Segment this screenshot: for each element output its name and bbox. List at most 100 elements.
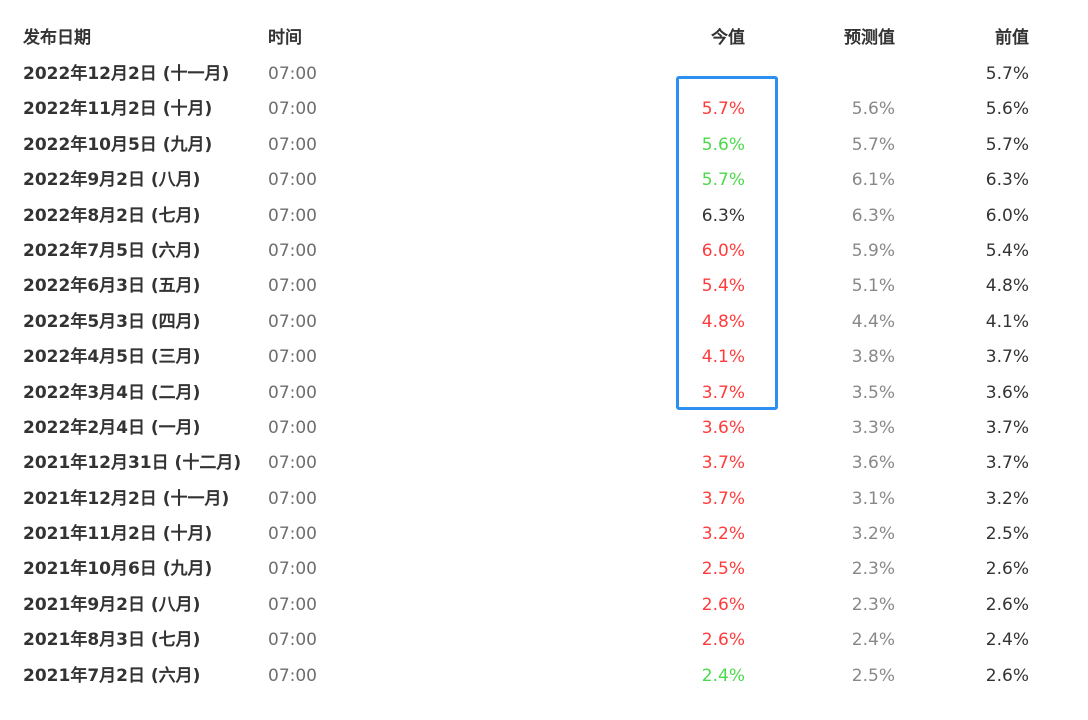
row-previous-value: 3.2%	[985, 488, 1029, 509]
row-actual-value: 6.0%	[701, 240, 745, 261]
row-date: 2021年12月31日 (十二月)	[23, 453, 242, 474]
row-time: 07:00	[268, 240, 317, 261]
table-body: 2022年12月2日 (十一月) 07:00 5.7% 2022年11月2日 (十月)…	[0, 57, 1088, 694]
table-row[interactable]: 2022年6月3日 (五月) 07:00 5.4% 5.1% 4.8%	[0, 269, 1088, 304]
row-previous-value: 3.7%	[985, 347, 1029, 368]
row-forecast-value: 5.6%	[851, 99, 895, 120]
row-time: 07:00	[268, 134, 317, 155]
row-previous-value: 3.7%	[985, 417, 1029, 438]
row-time: 07:00	[268, 594, 317, 615]
row-forecast-value: 3.1%	[851, 488, 895, 509]
header-time[interactable]: 时间	[268, 28, 302, 48]
row-previous-value: 6.3%	[985, 170, 1029, 191]
row-time: 07:00	[268, 276, 317, 297]
header-previous[interactable]: 前值	[995, 28, 1029, 48]
row-forecast-value: 3.8%	[851, 347, 895, 368]
table-row[interactable]: 2022年9月2日 (八月) 07:00 5.7% 6.1% 6.3%	[0, 163, 1088, 198]
row-date: 2021年9月2日 (八月)	[23, 594, 201, 615]
table-row[interactable]: 2021年11月2日 (十月) 07:00 3.2% 3.2% 2.5%	[0, 517, 1088, 552]
row-actual-value: 4.8%	[701, 311, 745, 332]
row-previous-value: 3.6%	[985, 382, 1029, 403]
header-forecast[interactable]: 预测值	[844, 28, 895, 48]
table-header: 发布日期 时间 今值 预测值 前值	[0, 19, 1088, 57]
row-date: 2022年10月5日 (九月)	[23, 134, 213, 155]
row-time: 07:00	[268, 347, 317, 368]
row-forecast-value: 3.5%	[851, 382, 895, 403]
header-date[interactable]: 发布日期	[23, 28, 91, 48]
table-row[interactable]: 2021年8月3日 (七月) 07:00 2.6% 2.4% 2.4%	[0, 623, 1088, 658]
table-row[interactable]: 2022年7月5日 (六月) 07:00 6.0% 5.9% 5.4%	[0, 234, 1088, 269]
table-row[interactable]: 2022年2月4日 (一月) 07:00 3.6% 3.3% 3.7%	[0, 411, 1088, 446]
row-forecast-value: 5.9%	[851, 240, 895, 261]
row-date: 2022年11月2日 (十月)	[23, 99, 213, 120]
row-actual-value: 6.3%	[701, 205, 745, 226]
row-forecast-value: 3.2%	[851, 524, 895, 545]
row-time: 07:00	[268, 205, 317, 226]
economic-calendar-table: 发布日期 时间 今值 预测值 前值 2022年12月2日 (十一月) 07:00 5…	[0, 19, 1088, 694]
row-date: 2022年7月5日 (六月)	[23, 240, 201, 261]
row-time: 07:00	[268, 417, 317, 438]
row-date: 2022年5月3日 (四月)	[23, 311, 201, 332]
row-actual-value: 3.7%	[701, 488, 745, 509]
row-date: 2022年3月4日 (二月)	[23, 382, 201, 403]
row-actual-value: 4.1%	[701, 347, 745, 368]
row-previous-value: 2.4%	[985, 630, 1029, 651]
row-forecast-value: 6.1%	[851, 170, 895, 191]
row-forecast-value: 3.3%	[851, 417, 895, 438]
row-actual-value: 2.6%	[701, 630, 745, 651]
table-row[interactable]: 2021年7月2日 (六月) 07:00 2.4% 2.5% 2.6%	[0, 659, 1088, 694]
table-row[interactable]: 2022年3月4日 (二月) 07:00 3.7% 3.5% 3.6%	[0, 376, 1088, 411]
table-row[interactable]: 2022年12月2日 (十一月) 07:00 5.7%	[0, 57, 1088, 92]
table-row[interactable]: 2022年8月2日 (七月) 07:00 6.3% 6.3% 6.0%	[0, 199, 1088, 234]
row-time: 07:00	[268, 311, 317, 332]
row-actual-value: 5.6%	[701, 134, 745, 155]
table-row[interactable]: 2021年12月2日 (十一月) 07:00 3.7% 3.1% 3.2%	[0, 482, 1088, 517]
row-date: 2021年10月6日 (九月)	[23, 559, 213, 580]
row-actual-value: 5.7%	[701, 99, 745, 120]
row-forecast-value: 3.6%	[851, 453, 895, 474]
row-forecast-value: 4.4%	[851, 311, 895, 332]
row-actual-value: 2.4%	[701, 665, 745, 686]
row-previous-value: 2.6%	[985, 594, 1029, 615]
row-time: 07:00	[268, 559, 317, 580]
row-date: 2022年2月4日 (一月)	[23, 417, 201, 438]
row-time: 07:00	[268, 630, 317, 651]
table-row[interactable]: 2021年10月6日 (九月) 07:00 2.5% 2.3% 2.6%	[0, 552, 1088, 587]
row-time: 07:00	[268, 488, 317, 509]
row-previous-value: 6.0%	[985, 205, 1029, 226]
row-date: 2021年7月2日 (六月)	[23, 665, 201, 686]
row-previous-value: 4.8%	[985, 276, 1029, 297]
table-row[interactable]: 2022年10月5日 (九月) 07:00 5.6% 5.7% 5.7%	[0, 128, 1088, 163]
row-actual-value: 5.4%	[701, 276, 745, 297]
header-actual[interactable]: 今值	[711, 28, 745, 48]
row-previous-value: 2.5%	[985, 524, 1029, 545]
row-forecast-value: 5.7%	[851, 134, 895, 155]
table-row[interactable]: 2022年4月5日 (三月) 07:00 4.1% 3.8% 3.7%	[0, 340, 1088, 375]
row-previous-value: 2.6%	[985, 559, 1029, 580]
row-time: 07:00	[268, 665, 317, 686]
row-previous-value: 5.7%	[985, 64, 1029, 84]
row-previous-value: 2.6%	[985, 665, 1029, 686]
row-time: 07:00	[268, 170, 317, 191]
table-row[interactable]: 2022年5月3日 (四月) 07:00 4.8% 4.4% 4.1%	[0, 305, 1088, 340]
row-time: 07:00	[268, 453, 317, 474]
row-date: 2022年12月2日 (十一月)	[23, 64, 230, 84]
row-actual-value: 3.7%	[701, 453, 745, 474]
row-time: 07:00	[268, 382, 317, 403]
row-actual-value: 3.7%	[701, 382, 745, 403]
row-forecast-value: 2.5%	[851, 665, 895, 686]
row-date: 2022年6月3日 (五月)	[23, 276, 201, 297]
row-time: 07:00	[268, 99, 317, 120]
row-date: 2022年8月2日 (七月)	[23, 205, 201, 226]
row-date: 2022年9月2日 (八月)	[23, 170, 201, 191]
row-forecast-value: 6.3%	[851, 205, 895, 226]
row-date: 2021年11月2日 (十月)	[23, 524, 213, 545]
row-actual-value: 2.5%	[701, 559, 745, 580]
row-previous-value: 4.1%	[985, 311, 1029, 332]
table-row[interactable]: 2021年12月31日 (十二月) 07:00 3.7% 3.6% 3.7%	[0, 446, 1088, 481]
row-forecast-value: 2.3%	[851, 594, 895, 615]
table-row[interactable]: 2021年9月2日 (八月) 07:00 2.6% 2.3% 2.6%	[0, 588, 1088, 623]
table-row[interactable]: 2022年11月2日 (十月) 07:00 5.7% 5.6% 5.6%	[0, 92, 1088, 127]
row-actual-value: 2.6%	[701, 594, 745, 615]
row-time: 07:00	[268, 64, 317, 84]
